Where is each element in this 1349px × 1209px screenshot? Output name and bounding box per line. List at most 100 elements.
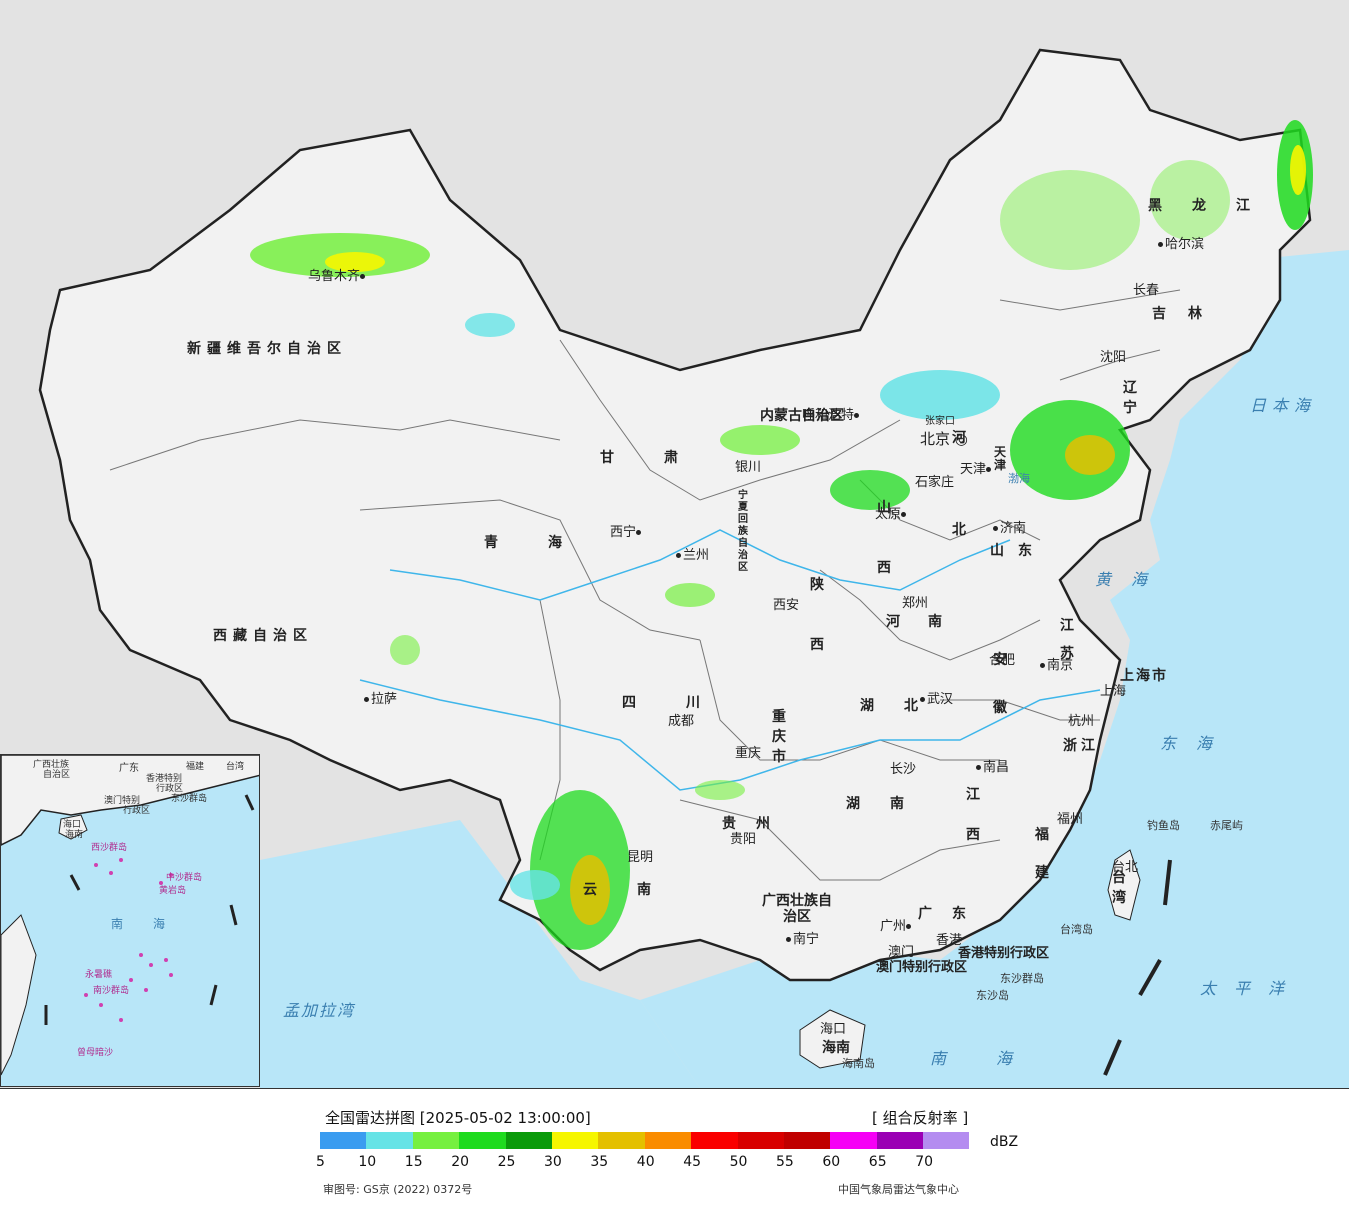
map-approval-number: 审图号: GS京 (2022) 0372号 [323, 1183, 473, 1196]
city-name: 上海 [1100, 684, 1127, 699]
city-name: 福州 [1057, 812, 1084, 827]
province-label: 陕西 [810, 577, 824, 653]
province-label: 山西 [877, 500, 891, 576]
city-name: 贵阳 [730, 832, 757, 847]
color-swatch [783, 1132, 831, 1149]
city-label: 西宁 [610, 525, 643, 540]
city-dot-icon [364, 697, 369, 702]
inset-label: 中沙群岛 [166, 873, 203, 883]
city-dot-icon [676, 553, 681, 558]
city-name: 哈尔滨 [1165, 237, 1205, 252]
province-label: 澳门特别行政区 [876, 960, 968, 975]
bay-of-bengal [260, 820, 700, 1088]
city-label: 沈阳 [1100, 350, 1126, 365]
inset-islands [84, 858, 173, 1022]
province-label: 江西 [966, 787, 980, 843]
city-label: 张家口 [925, 414, 955, 429]
inset-shapes [1, 755, 259, 1076]
sea-label: 孟加拉湾 [283, 1001, 356, 1020]
island-label: 东沙岛 [976, 989, 1009, 1002]
legend-product: [ 组合反射率 ] [872, 1109, 969, 1127]
city-name: 成都 [668, 714, 695, 729]
province-label: 河北 [952, 430, 966, 538]
province-label: 福建 [1035, 827, 1049, 881]
inset-label: 行政区 [123, 806, 151, 816]
island-label: 赤尾屿 [1210, 819, 1243, 832]
legend-unit: dBZ [990, 1134, 1019, 1150]
sea-label: 太平洋 [1200, 979, 1303, 998]
city-name: 呼和浩特 [802, 408, 855, 423]
city-name: 拉萨 [371, 692, 398, 707]
taiwan [1107, 849, 1141, 921]
city-name: 杭州 [1068, 714, 1095, 729]
province-label: 上海市 [1120, 668, 1168, 684]
city-name: 沈阳 [1100, 350, 1127, 365]
province-label: 辽宁 [1123, 380, 1137, 416]
island-label: 海南岛 [842, 1057, 875, 1070]
city-name: 海口 [820, 1022, 847, 1037]
maritime-lines [1103, 859, 1172, 1076]
province-label: 安徽 [993, 652, 1007, 716]
inset-label: 海口 [63, 820, 82, 830]
province-label: 山东 [990, 543, 1046, 559]
city-label: 银川 [735, 460, 761, 475]
sea-label: 渤海 [1008, 472, 1030, 485]
color-scale-tick-label: 40 [636, 1154, 655, 1170]
island-label: 东沙群岛 [1000, 972, 1044, 985]
color-swatch [598, 1132, 645, 1149]
city-name: 台北 [1112, 860, 1139, 875]
color-swatch [923, 1132, 970, 1149]
color-scale-tick-label: 50 [729, 1154, 748, 1170]
city-name: 澳门 [888, 945, 915, 960]
province-label: 内蒙古自治区 [760, 408, 1060, 424]
city-label: 长沙 [890, 762, 916, 777]
city-label: 昆明 [627, 850, 653, 865]
color-swatch [551, 1132, 599, 1149]
south-china-sea-inset: 广西壮族 自治区 广东 福建 台湾 香港特别 行政区 澳门特别 行政区 东沙群岛… [0, 754, 260, 1087]
city-name: 南京 [1047, 658, 1074, 673]
sea-label: 东海 [1160, 734, 1233, 753]
city-label: 杭州 [1068, 714, 1094, 729]
province-label: 甘肃 [600, 450, 728, 466]
inset-label: 台湾 [226, 762, 245, 772]
city-label: 贵阳 [730, 832, 756, 847]
color-scale-tick-label: 45 [683, 1154, 702, 1170]
city-name: 合肥 [989, 653, 1016, 668]
city-name: 乌鲁木齐 [308, 269, 361, 284]
city-name: 石家庄 [915, 475, 955, 490]
province-label: 内蒙古自治区 [760, 408, 844, 424]
city-name: 香港 [936, 933, 963, 948]
city-name: 西安 [773, 598, 800, 613]
city-label: 南宁 [786, 932, 819, 947]
color-swatch [830, 1132, 877, 1149]
city-name: 西宁 [610, 525, 637, 540]
color-swatch [644, 1132, 692, 1149]
color-scale-bar [320, 1132, 970, 1149]
inset-land [1, 755, 259, 846]
city-label: 台北 [1112, 860, 1138, 875]
sea-label: 南海 [930, 1049, 1063, 1068]
city-label: 广州 [880, 919, 913, 934]
color-swatch [876, 1132, 924, 1149]
inset-west-coast [1, 914, 37, 1076]
province-label: 吉林 [1152, 306, 1224, 322]
city-name: 重庆 [735, 746, 762, 761]
city-dot-icon [636, 530, 642, 535]
city-label: 成都 [668, 714, 694, 729]
color-scale-tick-label: 65 [868, 1154, 887, 1170]
province-label: 云南 [583, 882, 691, 898]
city-name: 太原 [875, 507, 902, 522]
province-label: 河南 [886, 614, 970, 630]
radar-echoes [250, 120, 1313, 950]
province-label: 台湾 [1112, 870, 1126, 906]
color-scale-tick-label: 15 [404, 1154, 423, 1170]
city-dot-icon [786, 937, 791, 942]
data-source: 中国气象局雷达气象中心 [838, 1183, 959, 1196]
city-label: 太原 [875, 507, 908, 522]
ocean [640, 250, 1349, 1088]
color-scale-tick-label: 30 [544, 1154, 562, 1170]
inset-label: 福建 [186, 762, 205, 772]
inset-label: 西沙群岛 [91, 843, 128, 853]
city-dot-icon [976, 765, 981, 770]
province-label: 新疆维吾尔自治区 [187, 341, 347, 357]
